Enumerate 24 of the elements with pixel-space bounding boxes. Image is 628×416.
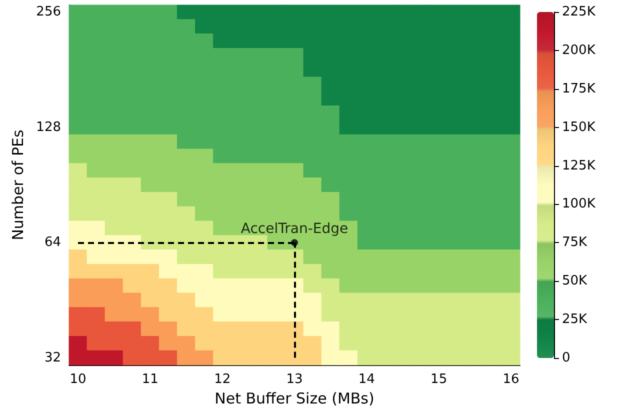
annotation: AccelTran-Edge	[240, 221, 348, 238]
x-axis-title: Net Buffer Size (MBs)	[214, 390, 374, 408]
x-tick-label: 13	[286, 372, 303, 387]
color-bar-label: 50K	[562, 274, 588, 289]
color-bar-label: 100K	[562, 196, 596, 212]
color-bar-label: 125K	[562, 158, 596, 174]
color-bar-label: 25K	[562, 312, 588, 328]
x-tick-label: 10	[70, 372, 86, 387]
color-bar-label: 225K	[562, 4, 596, 20]
y-tick-label: 128	[36, 120, 61, 135]
color-bar-label: 175K	[562, 81, 596, 96]
x-tick-label: 12	[214, 372, 231, 387]
y-tick-label: 64	[44, 235, 61, 250]
x-tick-label: 11	[142, 372, 158, 387]
color-bar-label: 0	[562, 350, 570, 366]
y-tick-label: 32	[44, 350, 61, 366]
color-bar-label: 75K	[562, 235, 588, 250]
x-tick-label: 14	[358, 372, 375, 387]
y-axis-title: Number of PEs	[8, 130, 27, 240]
x-tick-label: 16	[502, 372, 520, 387]
color-bar-label: 200K	[562, 42, 596, 58]
y-tick-label: 256	[36, 4, 61, 20]
color-bar-label: 150K	[562, 120, 596, 135]
x-tick-label: 15	[430, 372, 448, 387]
